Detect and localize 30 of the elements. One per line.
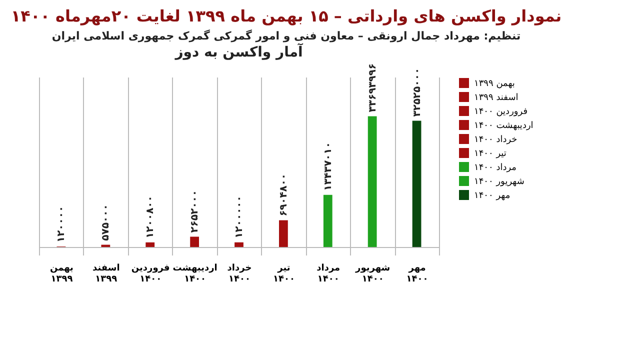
x-tick-label: مهر ۱۴۰۰ (406, 264, 428, 284)
x-tick-label: بهمن ۱۳۹۹ (50, 264, 74, 284)
x-tick-label: اردیبهشت ۱۴۰۰ (172, 264, 218, 284)
x-tick-label: فروردین ۱۴۰۰ (131, 264, 170, 284)
chart-subtitle: تنظیم: مهرداد جمال ارونقی – معاون فنی و امور گمرکی گمرک جمهوری اسلامی ایران (52, 29, 521, 42)
chart-title: نمودار واکسن های وارداتی – ۱۵ بهمن ماه ۱۳۹۹ لغایت ۲۰مهرماه ۱۴۰۰ (10, 6, 562, 26)
data-label: ۵۷۵۰۰۰ (100, 204, 112, 241)
legend-label: شهریور ۱۴۰۰ (474, 177, 524, 187)
legend-label: اسفند ۱۳۹۹ (474, 93, 518, 103)
legend-label: خرداد ۱۴۰۰ (474, 135, 518, 145)
legend-label: مهر ۱۴۰۰ (474, 191, 510, 201)
legend-label: فروردین ۱۴۰۰ (474, 107, 528, 117)
x-tick-label: اسفند ۱۳۹۹ (92, 264, 120, 284)
data-label: ۱۲۰۰۸۰۰ (145, 196, 156, 238)
x-tick-label: تیر ۱۴۰۰ (272, 264, 295, 284)
data-label: ۳۲۵۲۵۰۰۰ (412, 68, 423, 117)
legend-label: تیر ۱۴۰۰ (474, 149, 507, 159)
data-label: ۲۶۵۲۰۰۰ (190, 190, 201, 233)
data-label: ۱۲۰۰۰۰۰ (234, 196, 245, 238)
x-tick-label: مرداد ۱۴۰۰ (316, 264, 340, 284)
legend-label: اردیبهشت ۱۴۰۰ (474, 121, 534, 131)
data-label: ۱۲۰۰۰۰ (56, 206, 68, 243)
text: آمار واکسن به دوز (174, 42, 304, 60)
x-tick-label: خرداد ۱۴۰۰ (227, 264, 252, 284)
legend-label: بهمن ۱۳۹۹ (474, 79, 515, 89)
data-label: ۱۳۴۳۷۰۱۰ (322, 142, 334, 191)
data-label: ۳۳۶۹۳۹۹۶ (367, 63, 378, 112)
legend-label: مرداد ۱۴۰۰ (474, 163, 517, 173)
x-tick-label: شهریور ۱۴۰۰ (354, 264, 390, 284)
data-label: ۶۹۰۴۸۰۰ (278, 173, 290, 216)
